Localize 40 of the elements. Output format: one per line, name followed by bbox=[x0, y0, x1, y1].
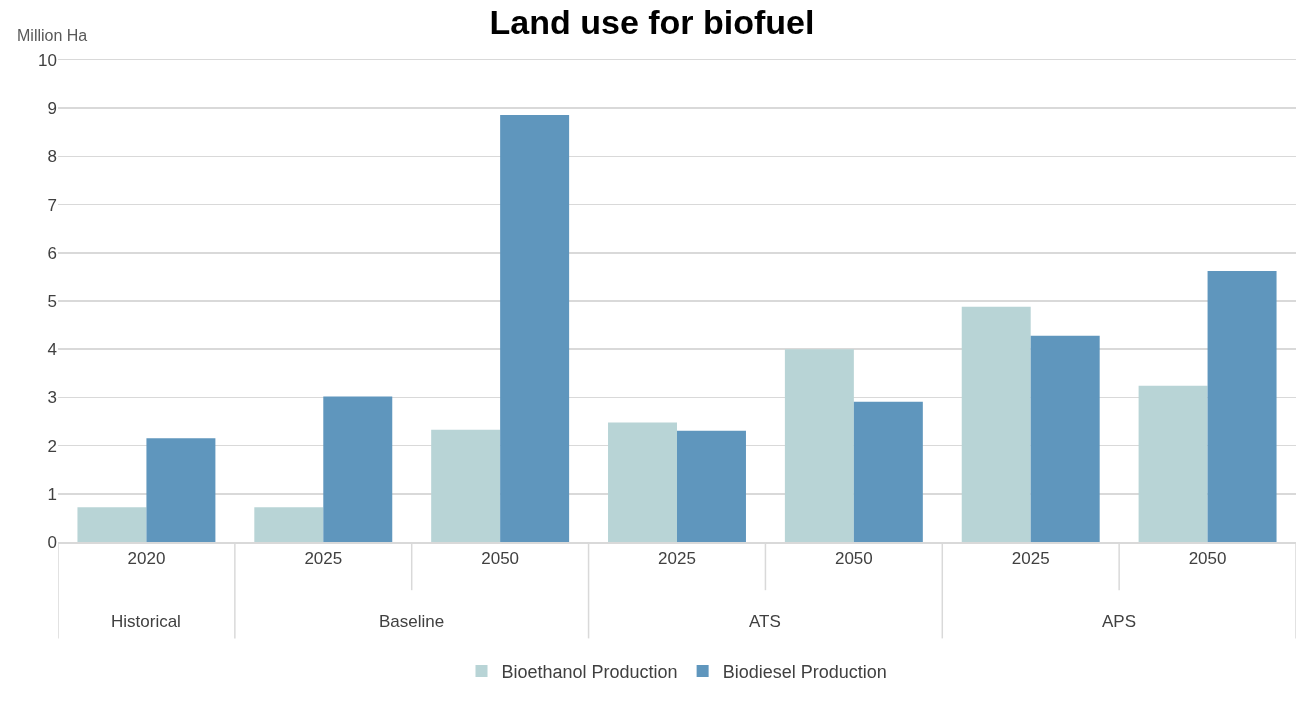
chart-title: Land use for biofuel bbox=[489, 3, 815, 42]
bar bbox=[608, 422, 677, 542]
y-tick-label: 8 bbox=[47, 147, 57, 167]
x-tick-label: 2050 bbox=[834, 548, 873, 568]
x-tick-label: 2025 bbox=[658, 548, 696, 568]
bar bbox=[323, 396, 393, 542]
bar bbox=[1138, 385, 1208, 542]
bar bbox=[500, 114, 570, 542]
bar bbox=[853, 401, 923, 542]
x-tick-label: 2025 bbox=[1011, 548, 1050, 568]
legend-label: Biodiesel Production bbox=[722, 662, 887, 683]
y-tick-label: 4 bbox=[47, 340, 57, 360]
bar bbox=[254, 507, 324, 542]
text: APS bbox=[1102, 612, 1137, 631]
bar bbox=[1207, 271, 1277, 542]
y-tick-label: 7 bbox=[47, 195, 57, 215]
bar bbox=[77, 507, 147, 542]
bar bbox=[961, 306, 1031, 542]
y-tick-label: 2 bbox=[47, 436, 57, 456]
y-axis-title: Million Ha bbox=[17, 27, 88, 44]
legend-label: Bioethanol Production bbox=[501, 662, 678, 683]
y-tick-label: 3 bbox=[47, 388, 57, 408]
text: Historical bbox=[111, 612, 181, 631]
x-tick-label: 2020 bbox=[127, 548, 166, 568]
bar bbox=[1030, 335, 1100, 542]
y-tick-label: 9 bbox=[47, 99, 57, 119]
x-tick-label: 2050 bbox=[481, 548, 520, 568]
y-tick-label: 5 bbox=[47, 291, 57, 311]
x-tick-label: 2025 bbox=[304, 548, 343, 568]
bar bbox=[146, 438, 216, 542]
y-tick-label: 10 bbox=[38, 50, 57, 70]
bar bbox=[431, 429, 501, 542]
bar bbox=[677, 430, 746, 542]
y-tick-label: 0 bbox=[47, 532, 57, 552]
bar bbox=[784, 349, 854, 542]
text: Baseline bbox=[379, 612, 445, 631]
x-tick-label: 2050 bbox=[1188, 548, 1227, 568]
text: ATS bbox=[749, 612, 781, 631]
y-tick-label: 1 bbox=[47, 484, 57, 504]
y-tick-label: 6 bbox=[47, 243, 57, 263]
